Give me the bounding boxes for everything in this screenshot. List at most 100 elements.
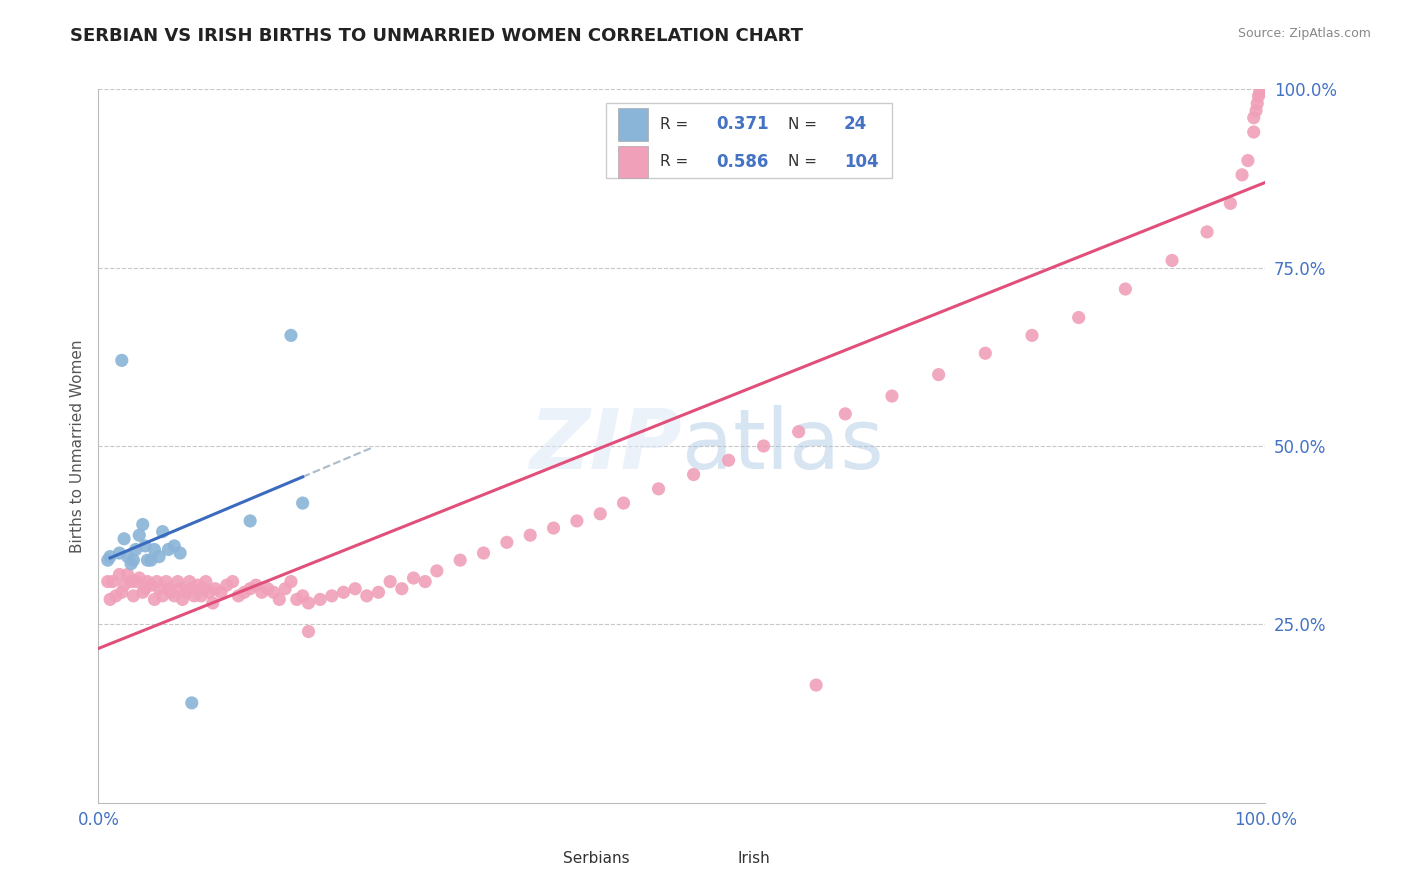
Point: [1230, 168, 1253, 182]
Point: [1253, 83, 1275, 97]
Point: [117, 549, 139, 564]
Point: [752, 439, 775, 453]
Point: [1195, 225, 1218, 239]
Point: [245, 578, 267, 592]
Point: [139, 578, 162, 592]
Point: [215, 578, 238, 592]
Point: [589, 507, 612, 521]
Text: N =: N =: [789, 117, 823, 132]
Point: [120, 557, 142, 571]
Point: [285, 592, 308, 607]
Text: Source: ZipAtlas.com: Source: ZipAtlas.com: [1237, 27, 1371, 40]
Point: [647, 482, 669, 496]
Point: [98, 549, 121, 564]
Bar: [617, 109, 648, 141]
Point: [157, 542, 180, 557]
Point: [132, 517, 155, 532]
Point: [97, 574, 120, 589]
Point: [152, 524, 174, 539]
Point: [180, 582, 202, 596]
Point: [183, 589, 205, 603]
Point: [291, 496, 314, 510]
Point: [1161, 253, 1184, 268]
Point: [309, 592, 332, 607]
Point: [163, 589, 186, 603]
Point: [155, 574, 177, 589]
Text: 104: 104: [844, 153, 879, 171]
Point: [1251, 84, 1274, 98]
Point: [413, 574, 436, 589]
Point: [128, 571, 150, 585]
Point: [179, 574, 201, 589]
Bar: [530, 847, 555, 869]
Point: [787, 425, 810, 439]
Point: [239, 514, 262, 528]
Point: [228, 589, 250, 603]
Point: [519, 528, 541, 542]
Point: [148, 582, 170, 596]
Point: [269, 592, 291, 607]
Point: [122, 553, 145, 567]
Point: [174, 585, 197, 599]
Text: 24: 24: [844, 115, 868, 134]
Text: Irish: Irish: [738, 851, 770, 866]
Point: [108, 567, 131, 582]
Point: [159, 585, 181, 599]
Point: [1247, 89, 1270, 103]
Point: [256, 582, 278, 596]
Point: [132, 585, 155, 599]
Point: [1243, 125, 1265, 139]
Point: [1244, 103, 1267, 118]
Text: atlas: atlas: [682, 406, 883, 486]
Point: [111, 353, 134, 368]
Point: [112, 532, 135, 546]
Point: [169, 546, 191, 560]
Text: 0.371: 0.371: [716, 115, 768, 134]
Bar: [606, 103, 891, 178]
Point: [543, 521, 565, 535]
Point: [128, 528, 150, 542]
Point: [97, 553, 120, 567]
Point: [928, 368, 950, 382]
Point: [250, 585, 273, 599]
Y-axis label: Births to Unmarried Women: Births to Unmarried Women: [69, 339, 84, 553]
Point: [321, 589, 343, 603]
Point: [136, 574, 159, 589]
Point: [111, 585, 134, 599]
Point: [1249, 86, 1271, 100]
Point: [332, 585, 354, 599]
Point: [834, 407, 856, 421]
Point: [139, 553, 162, 567]
Point: [122, 589, 145, 603]
Point: [1251, 83, 1274, 97]
Point: [148, 549, 170, 564]
Point: [172, 592, 194, 607]
Point: [187, 578, 209, 592]
Point: [262, 585, 284, 599]
Point: [291, 589, 314, 603]
Point: [112, 578, 135, 592]
Point: [1246, 96, 1268, 111]
Point: [356, 589, 378, 603]
Point: [1253, 83, 1275, 97]
Point: [280, 574, 302, 589]
Text: Serbians: Serbians: [562, 851, 630, 866]
Text: ZIP: ZIP: [529, 406, 682, 486]
Point: [125, 574, 148, 589]
Point: [280, 328, 302, 343]
Point: [297, 624, 319, 639]
Point: [157, 582, 180, 596]
Point: [613, 496, 636, 510]
Point: [239, 582, 262, 596]
Point: [449, 553, 471, 567]
Bar: [617, 146, 648, 178]
Point: [1114, 282, 1136, 296]
Point: [193, 582, 215, 596]
Point: [1243, 111, 1265, 125]
Point: [180, 696, 202, 710]
Point: [194, 574, 217, 589]
Point: [163, 539, 186, 553]
Point: [1253, 83, 1275, 97]
Point: [209, 585, 232, 599]
Point: [1219, 196, 1241, 211]
